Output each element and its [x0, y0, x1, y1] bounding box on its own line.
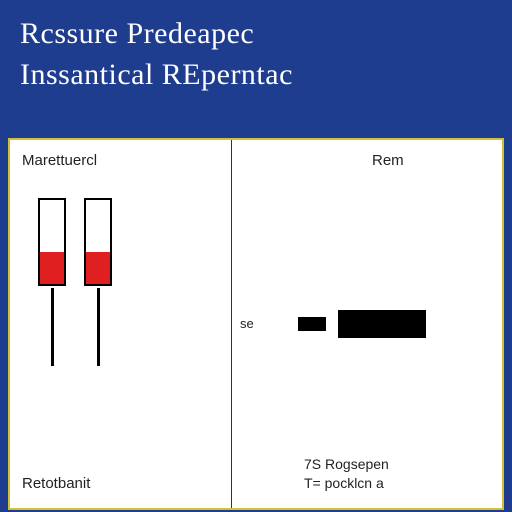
- component-fill: [40, 252, 64, 284]
- component-body: [84, 198, 112, 286]
- title-line-1: Rcssure Predeapec: [20, 14, 492, 55]
- right-panel-label: Rem: [372, 152, 404, 169]
- se-label: se: [240, 316, 254, 331]
- left-panel-label: Marettuercl: [22, 152, 97, 169]
- right-bottom-line2: T= pocklcn a: [304, 474, 389, 494]
- component-2: [84, 198, 112, 366]
- component-lead: [51, 288, 54, 366]
- component-lead: [97, 288, 100, 366]
- left-bottom-label: Retotbanit: [22, 475, 90, 492]
- left-panel: Marettuercl Retotbanit: [10, 140, 232, 508]
- component-fill: [86, 252, 110, 284]
- title-header: Rcssure Predeapec Inssantical REperntac: [0, 0, 512, 130]
- bar-small: [298, 317, 326, 331]
- component-group: [38, 198, 112, 366]
- title-line-2: Inssantical REperntac: [20, 55, 492, 96]
- component-body: [38, 198, 66, 286]
- diagram-frame: Marettuercl Retotbanit Rem: [8, 138, 504, 510]
- right-bottom-line1: 7S Rogsepen: [304, 455, 389, 475]
- bar-large: [338, 310, 426, 338]
- right-panel: Rem se 7S Rogsepen T= pocklcn a: [232, 140, 502, 508]
- component-1: [38, 198, 66, 366]
- right-bottom-text: 7S Rogsepen T= pocklcn a: [304, 455, 389, 494]
- bars-group: [298, 310, 426, 338]
- main-region: Marettuercl Retotbanit Rem: [0, 130, 512, 512]
